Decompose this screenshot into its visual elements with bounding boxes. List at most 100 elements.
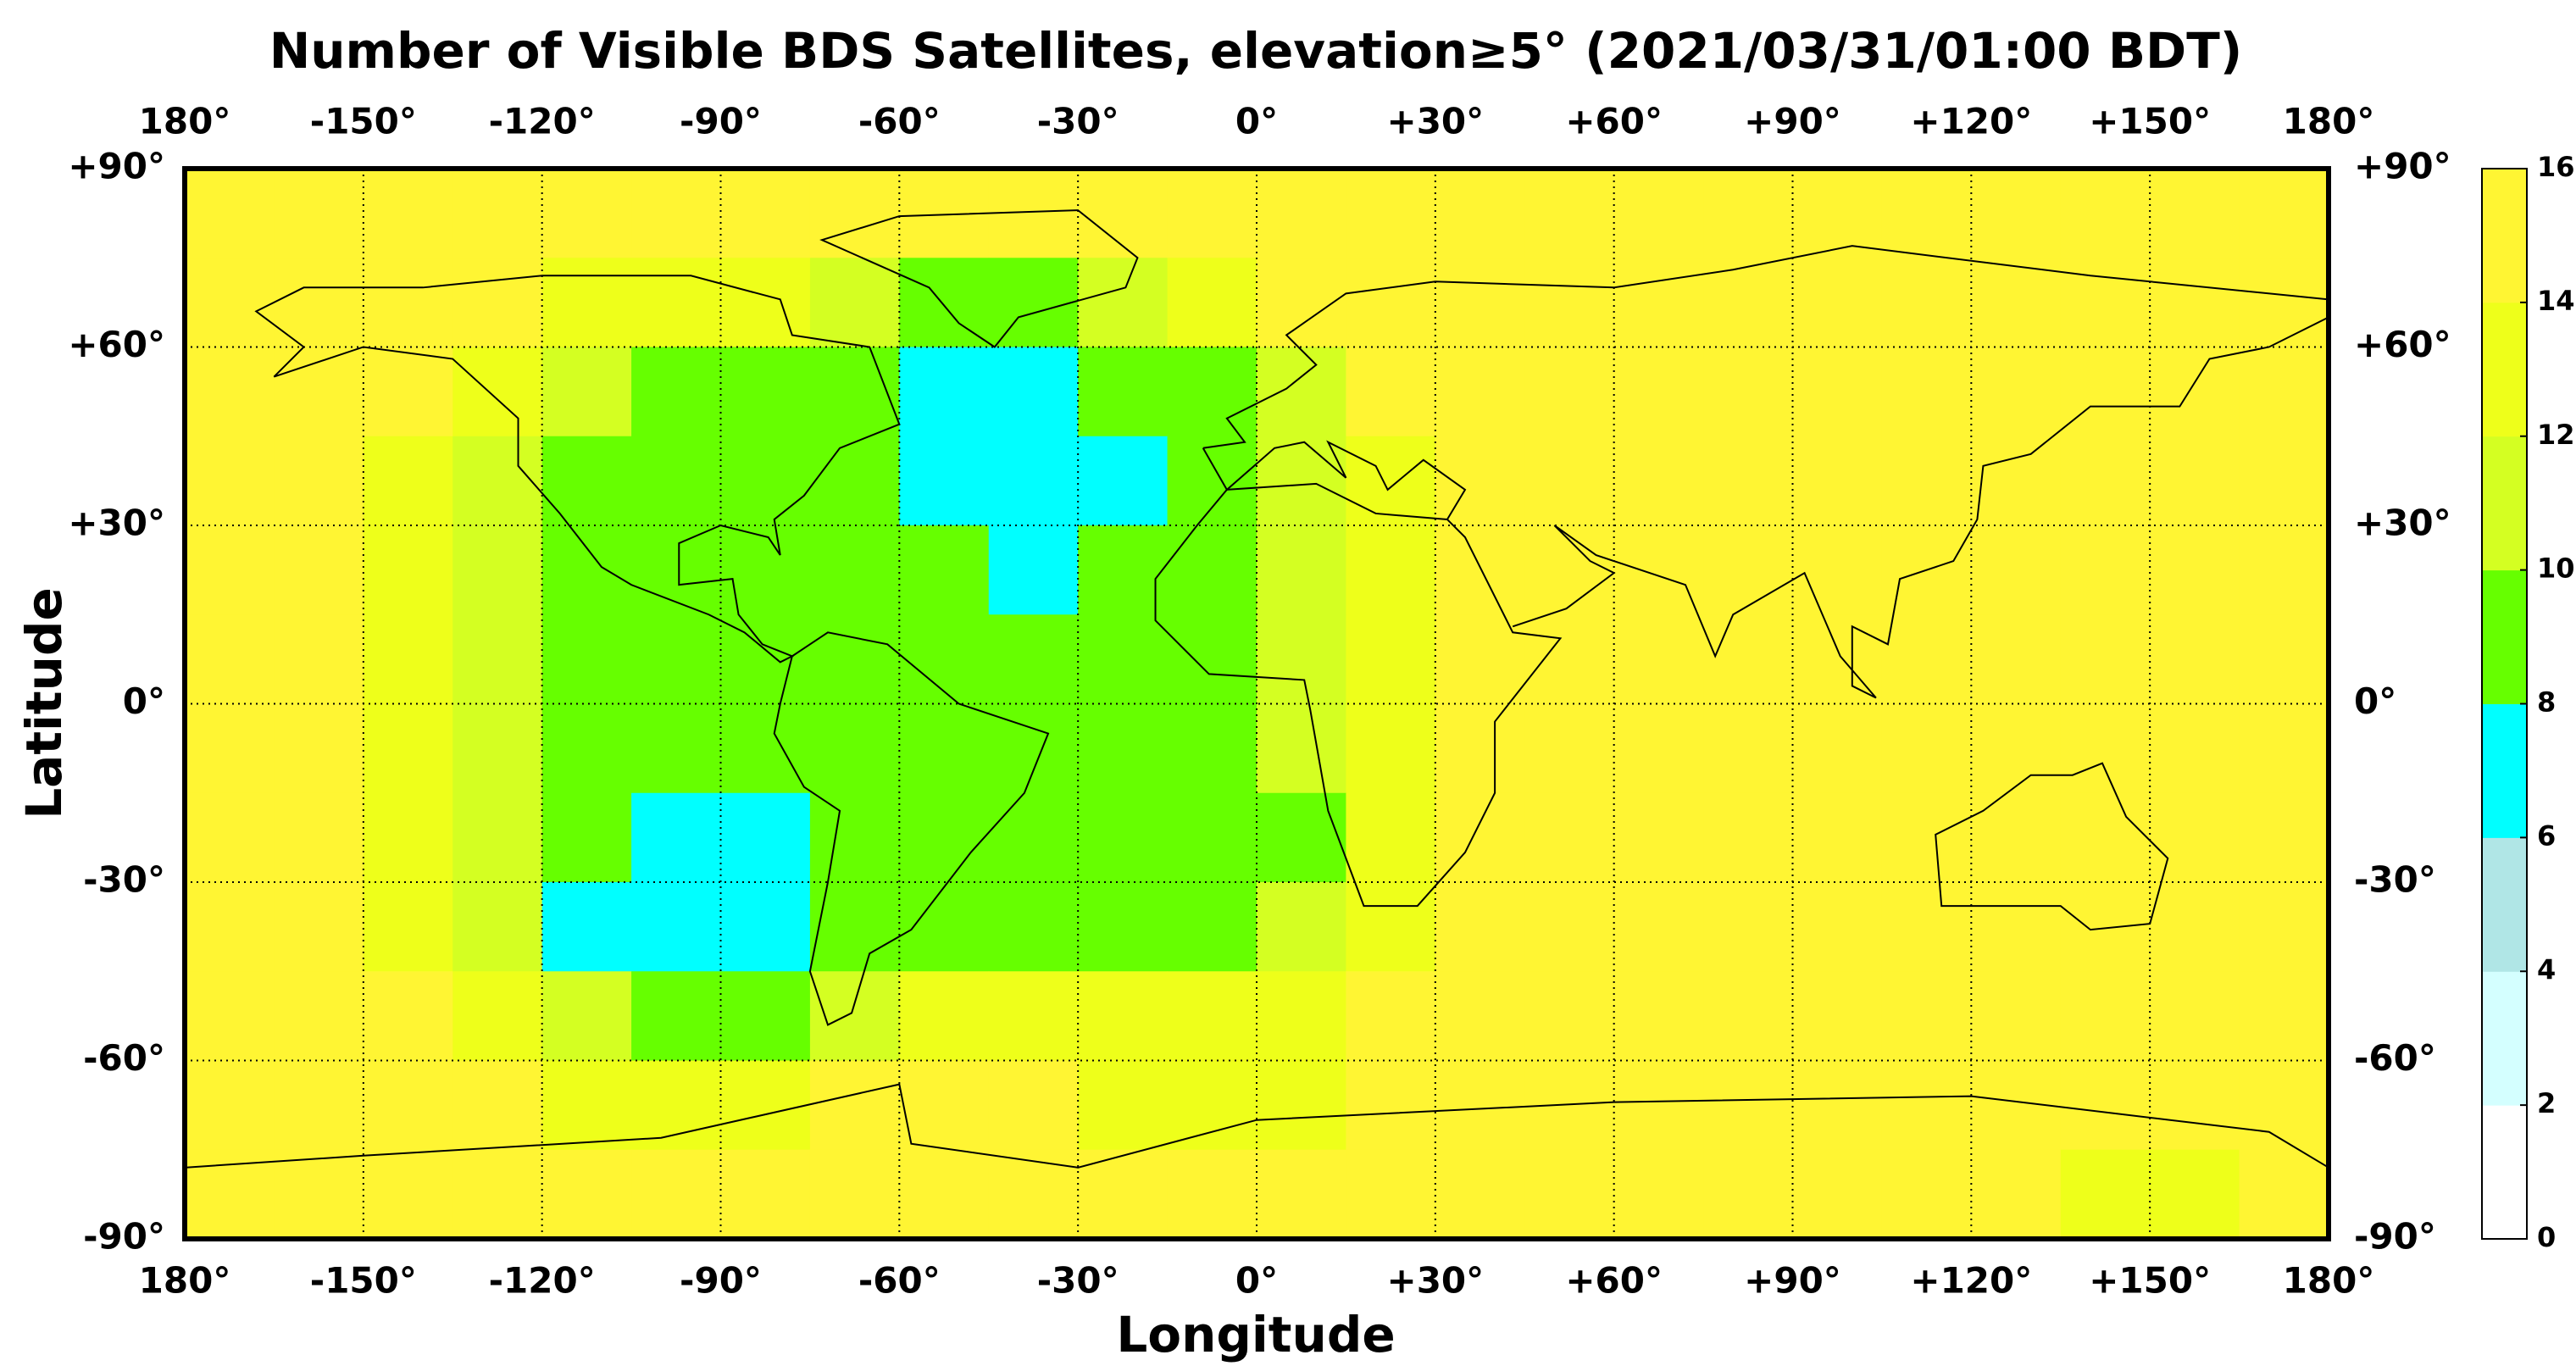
cell: [1435, 882, 1525, 972]
cell: [541, 1060, 632, 1151]
cell: [720, 258, 811, 347]
cell: [2060, 1060, 2151, 1151]
cell: [1167, 258, 1257, 347]
cell: [1524, 169, 1615, 258]
cell: [1078, 971, 1169, 1061]
cell: [1703, 436, 1793, 526]
cell: [631, 792, 721, 883]
x-tick-label-top: +90°: [1744, 101, 1841, 142]
x-tick-label-top: 0°: [1235, 101, 1278, 142]
cell: [2060, 614, 2151, 704]
x-tick-label: +120°: [1910, 1260, 2032, 1302]
cell: [809, 792, 900, 883]
cell: [2150, 258, 2240, 347]
cell: [1435, 614, 1525, 704]
cell: [1257, 436, 1346, 526]
cell: [1971, 347, 2062, 437]
x-tick-label: -120°: [489, 1260, 596, 1302]
cell: [185, 347, 275, 437]
cell: [1613, 882, 1704, 972]
cell: [1078, 347, 1169, 437]
cell: [185, 792, 275, 883]
x-tick-label: +30°: [1387, 1260, 1485, 1302]
cell: [988, 882, 1079, 972]
cell: [1167, 703, 1257, 794]
cell: [363, 971, 453, 1061]
cell: [1792, 614, 1883, 704]
colorbar-segment: [2482, 436, 2527, 571]
cell: [1703, 614, 1793, 704]
cell: [452, 525, 543, 615]
cell: [1524, 347, 1615, 437]
cell: [1078, 882, 1169, 972]
x-tick-label: 180°: [139, 1260, 231, 1302]
cell: [1524, 525, 1615, 615]
cell: [2150, 169, 2240, 258]
cell: [1971, 614, 2062, 704]
cell: [1613, 436, 1704, 526]
cell: [809, 1060, 900, 1151]
cell: [363, 792, 453, 883]
cell: [363, 703, 453, 794]
colorbar-tick-label: 6: [2537, 819, 2556, 852]
x-tick-label-top: +30°: [1387, 101, 1485, 142]
cell: [1881, 882, 1972, 972]
cell: [274, 703, 364, 794]
cell: [1435, 971, 1525, 1061]
cell: [185, 169, 275, 258]
cell: [631, 347, 721, 437]
cell: [1435, 792, 1525, 883]
map-frame: [182, 166, 2331, 1241]
colorbar-tick-label: 16: [2537, 151, 2575, 183]
cell: [1435, 169, 1525, 258]
cell: [809, 882, 900, 972]
cell: [1167, 614, 1257, 704]
cell: [2060, 258, 2151, 347]
cell: [720, 169, 811, 258]
cell: [1257, 703, 1346, 794]
cell: [1971, 882, 2062, 972]
x-tick-label-top: -90°: [680, 101, 762, 142]
cell: [1971, 258, 2062, 347]
cell: [185, 525, 275, 615]
cell: [1971, 971, 2062, 1061]
x-tick-label-top: +150°: [2089, 101, 2211, 142]
x-tick-label-top: -150°: [310, 101, 417, 142]
cell: [363, 614, 453, 704]
cell: [631, 1149, 721, 1240]
cell: [541, 525, 632, 615]
cell: [1792, 169, 1883, 258]
cell: [988, 1060, 1079, 1151]
cell: [1257, 347, 1346, 437]
cell: [899, 436, 990, 526]
cell: [185, 882, 275, 972]
cell: [1167, 792, 1257, 883]
cell: [720, 525, 811, 615]
cell: [1703, 1060, 1793, 1151]
cell: [1524, 1149, 1615, 1240]
cell: [1792, 1149, 1883, 1240]
cell: [1971, 436, 2062, 526]
cell: [274, 1060, 364, 1151]
cell: [631, 703, 721, 794]
y-tick-label: +90°: [68, 146, 165, 187]
cell: [1435, 436, 1525, 526]
colorbar-segment: [2482, 569, 2527, 704]
cell: [1257, 1149, 1346, 1240]
cell: [1792, 971, 1883, 1061]
cell: [1346, 971, 1436, 1061]
cell: [1881, 1060, 1972, 1151]
cell: [2060, 347, 2151, 437]
cell: [2150, 792, 2240, 883]
cell: [2150, 882, 2240, 972]
y-tick-label-right: +60°: [2354, 324, 2451, 365]
cell: [541, 703, 632, 794]
cell: [1881, 436, 1972, 526]
cell: [1881, 1149, 1972, 1240]
cell: [363, 1149, 453, 1240]
coastline: [1156, 484, 1561, 906]
cell: [2150, 614, 2240, 704]
cell: [1703, 703, 1793, 794]
cell: [1792, 703, 1883, 794]
cell: [1971, 703, 2062, 794]
